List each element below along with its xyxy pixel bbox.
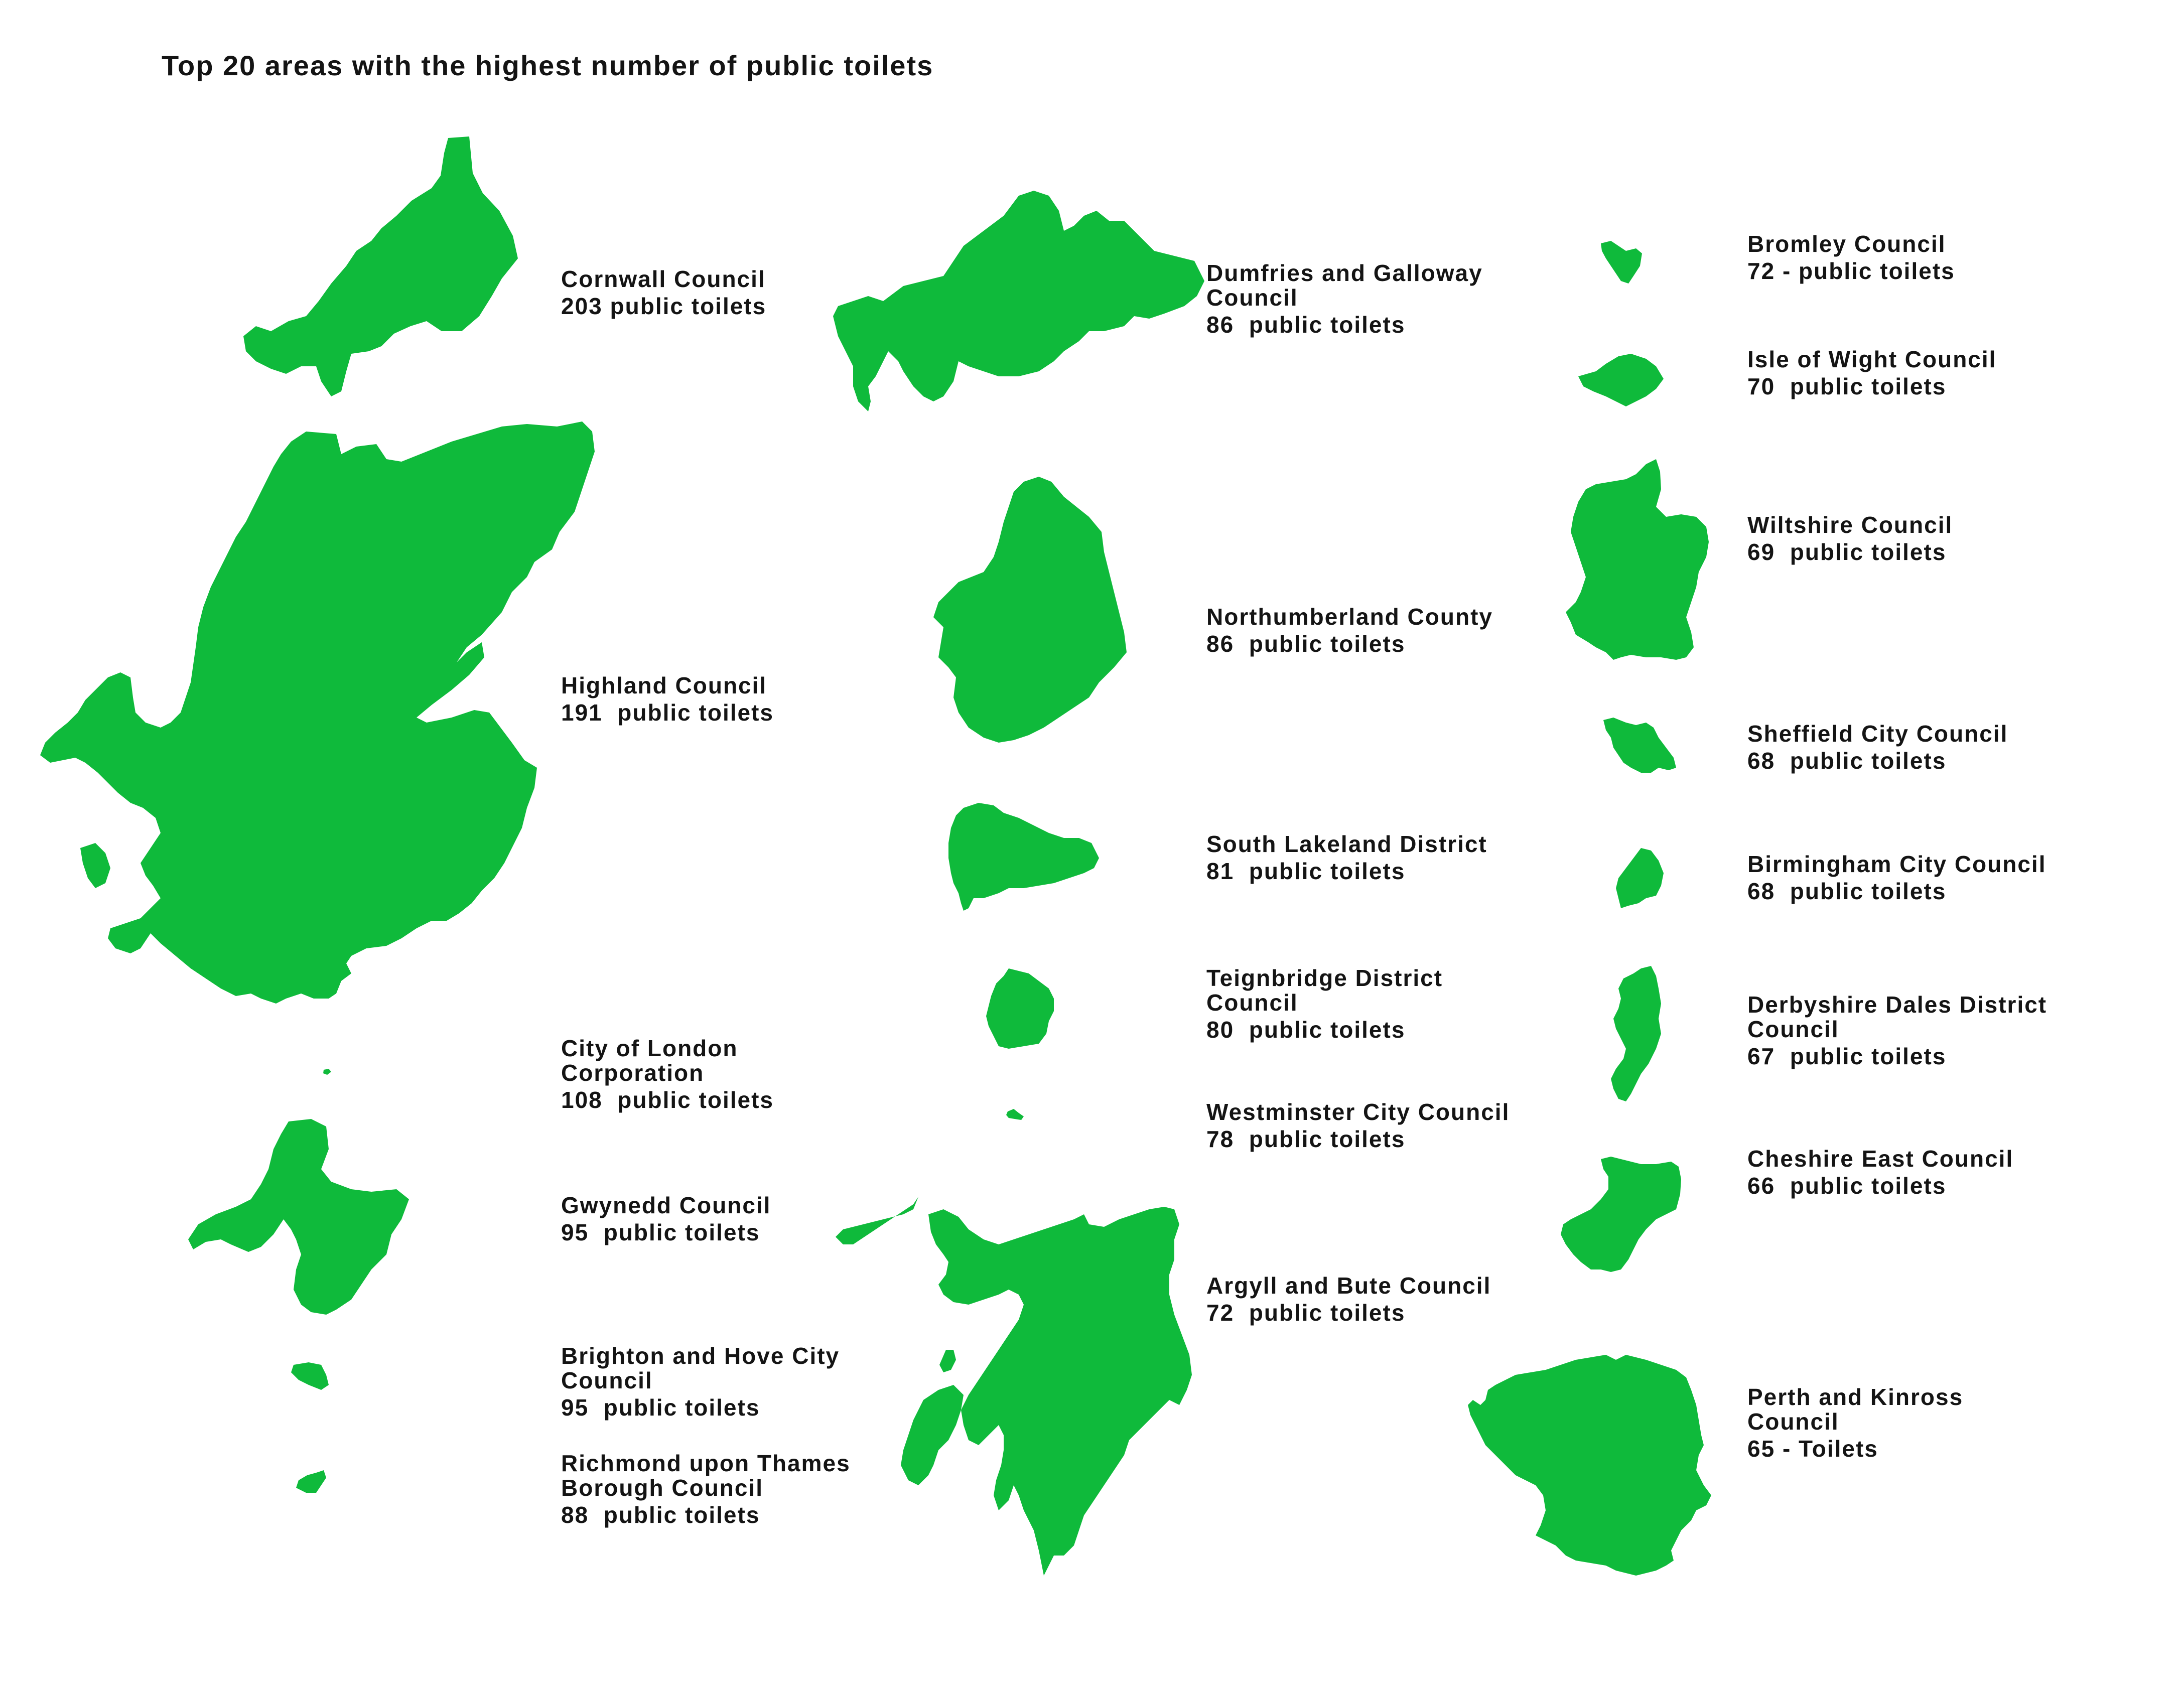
toilet-count: 65 - Toilets xyxy=(1747,1436,1878,1462)
area-label-city-of-london: City of London Corporation 108 public to… xyxy=(561,1036,774,1112)
area-label-argyll-and-bute: Argyll and Bute Council 72 public toilet… xyxy=(1206,1274,1491,1325)
page-title: Top 20 areas with the highest number of … xyxy=(162,50,934,81)
area-label-perth-and-kinross: Perth and Kinross Council 65 - Toilets xyxy=(1747,1385,1963,1461)
toilet-count: 67 public toilets xyxy=(1747,1043,1947,1069)
highland-shape xyxy=(40,421,595,1004)
area-name: Isle of Wight Council xyxy=(1747,346,1997,372)
argyll-and-bute-island-shape xyxy=(836,1197,918,1244)
area-label-cornwall: Cornwall Council 203 public toilets xyxy=(561,267,766,319)
toilet-count: 95 public toilets xyxy=(561,1394,760,1421)
toilet-count: 108 public toilets xyxy=(561,1087,774,1113)
teignbridge-shape xyxy=(986,968,1054,1049)
area-name: Brighton and Hove City Council xyxy=(561,1343,840,1393)
area-label-derbyshire-dales: Derbyshire Dales District Council 67 pub… xyxy=(1747,993,2047,1069)
sheffield-shape xyxy=(1603,718,1676,773)
argyll-and-bute-shape xyxy=(928,1207,1192,1576)
area-label-richmond-upon-thames: Richmond upon Thames Borough Council 88 … xyxy=(561,1451,851,1527)
richmond-upon-thames-shape xyxy=(296,1470,326,1493)
gwynedd-shape xyxy=(188,1119,409,1315)
area-label-sheffield: Sheffield City Council 68 public toilets xyxy=(1747,722,2008,773)
area-name: Richmond upon Thames Borough Council xyxy=(561,1450,851,1501)
area-name: Argyll and Bute Council xyxy=(1206,1273,1491,1299)
toilet-count: 68 public toilets xyxy=(1747,748,1947,774)
dumfries-and-galloway-shape xyxy=(833,191,1204,411)
area-label-brighton-and-hove: Brighton and Hove City Council 95 public… xyxy=(561,1344,840,1420)
cornwall-shape xyxy=(243,136,518,396)
area-label-birmingham: Birmingham City Council 68 public toilet… xyxy=(1747,852,2046,904)
area-name: Bromley Council xyxy=(1747,231,1946,257)
area-label-cheshire-east: Cheshire East Council 66 public toilets xyxy=(1747,1147,2013,1198)
area-name: Gwynedd Council xyxy=(561,1192,771,1218)
area-name: Perth and Kinross Council xyxy=(1747,1384,1964,1435)
argyll-and-bute-island-shape xyxy=(901,1385,964,1485)
toilet-count: 72 - public toilets xyxy=(1747,258,1955,284)
area-label-isle-of-wight: Isle of Wight Council 70 public toilets xyxy=(1747,347,1996,399)
area-label-dumfries-and-galloway: Dumfries and Galloway Council 86 public … xyxy=(1206,261,1483,337)
cheshire-east-shape xyxy=(1561,1157,1681,1272)
argyll-and-bute-island-shape xyxy=(939,1350,956,1372)
area-label-highland: Highland Council 191 public toilets xyxy=(561,673,774,725)
toilet-count: 68 public toilets xyxy=(1747,878,1947,904)
toilet-count: 80 public toilets xyxy=(1206,1017,1406,1043)
area-label-wiltshire: Wiltshire Council 69 public toilets xyxy=(1747,513,1953,565)
toilet-count: 203 public toilets xyxy=(561,293,767,319)
area-name: Derbyshire Dales District Council xyxy=(1747,992,2048,1042)
bromley-shape xyxy=(1601,241,1642,284)
city-of-london-shape xyxy=(323,1069,331,1075)
area-label-westminster: Westminster City Council 78 public toile… xyxy=(1206,1100,1510,1152)
toilet-count: 66 public toilets xyxy=(1747,1173,1947,1199)
toilet-count: 88 public toilets xyxy=(561,1502,760,1528)
area-name: City of London Corporation xyxy=(561,1035,738,1086)
area-name: Teignbridge District Council xyxy=(1206,965,1443,1016)
derbyshire-dales-shape xyxy=(1611,966,1661,1101)
toilet-count: 86 public toilets xyxy=(1206,631,1406,657)
area-label-northumberland: Northumberland County 86 public toilets xyxy=(1206,605,1493,656)
area-name: Cornwall Council xyxy=(561,266,766,292)
toilet-count: 72 public toilets xyxy=(1206,1300,1406,1326)
isle-of-wight-shape xyxy=(1578,354,1664,406)
northumberland-shape xyxy=(933,477,1127,743)
area-name: Sheffield City Council xyxy=(1747,721,2008,747)
area-label-teignbridge: Teignbridge District Council 80 public t… xyxy=(1206,966,1443,1042)
toilet-count: 78 public toilets xyxy=(1206,1126,1406,1152)
toilet-count: 81 public toilets xyxy=(1206,858,1406,884)
toilet-count: 95 public toilets xyxy=(561,1219,760,1245)
area-label-south-lakeland: South Lakeland District 81 public toilet… xyxy=(1206,832,1487,884)
brighton-and-hove-shape xyxy=(291,1362,329,1390)
birmingham-shape xyxy=(1616,848,1664,908)
area-label-gwynedd: Gwynedd Council 95 public toilets xyxy=(561,1193,771,1245)
area-name: Westminster City Council xyxy=(1206,1099,1510,1125)
wiltshire-shape xyxy=(1566,459,1709,660)
area-name: South Lakeland District xyxy=(1206,831,1487,857)
area-name: Wiltshire Council xyxy=(1747,512,1953,538)
toilet-count: 191 public toilets xyxy=(561,699,774,726)
area-name: Highland Council xyxy=(561,672,767,698)
perth-and-kinross-shape xyxy=(1468,1355,1711,1576)
toilet-count: 69 public toilets xyxy=(1747,539,1947,565)
area-name: Cheshire East Council xyxy=(1747,1146,2014,1172)
highland-island-shape xyxy=(80,843,110,888)
south-lakeland-shape xyxy=(948,803,1099,911)
area-name: Dumfries and Galloway Council xyxy=(1206,260,1483,311)
westminster-shape xyxy=(1006,1109,1024,1120)
area-name: Birmingham City Council xyxy=(1747,851,2046,877)
toilet-count: 86 public toilets xyxy=(1206,312,1406,338)
toilet-count: 70 public toilets xyxy=(1747,373,1947,399)
area-label-bromley: Bromley Council 72 - public toilets xyxy=(1747,232,1955,284)
area-name: Northumberland County xyxy=(1206,604,1493,630)
